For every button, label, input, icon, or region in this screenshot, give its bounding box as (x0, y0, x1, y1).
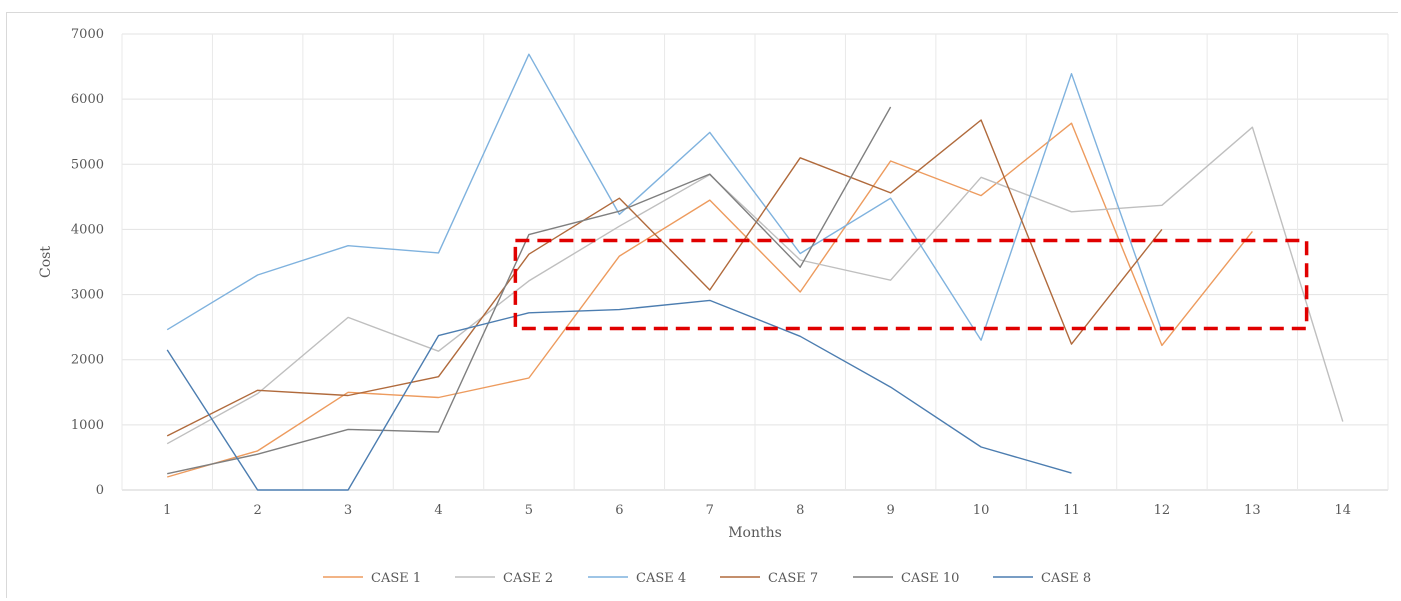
legend-item: CASE 2 (455, 571, 553, 586)
y-tick-label: 6000 (71, 92, 104, 107)
y-tick-label: 4000 (71, 222, 104, 237)
y-tick-label: 1000 (71, 418, 104, 433)
legend-item: CASE 1 (323, 571, 421, 586)
highlight-annotation (513, 238, 1309, 331)
y-tick-label: 3000 (71, 288, 104, 303)
x-tick-label: 9 (887, 503, 895, 518)
series-line-case-2 (166, 126, 1344, 445)
series-line-case-10 (167, 106, 892, 475)
legend: CASE 1 CASE 2 CASE 4 CASE 7 CASE 10 CASE 8 (323, 571, 1091, 586)
x-tick-label: 12 (1154, 503, 1171, 518)
x-tick-label: 3 (344, 503, 352, 518)
legend-label: CASE 4 (636, 571, 686, 586)
legend-label: CASE 2 (503, 571, 553, 586)
y-axis-title: Cost (38, 246, 54, 278)
series-line-case-7 (166, 119, 1163, 437)
legend-label: CASE 10 (901, 571, 959, 586)
x-tick-label: 13 (1244, 503, 1261, 518)
grid-lines (121, 33, 1389, 491)
series-line-case-8 (166, 299, 1072, 491)
y-tick-label: 0 (96, 483, 104, 498)
legend-item: CASE 4 (588, 571, 686, 586)
y-tick-label: 7000 (71, 27, 104, 42)
x-tick-label: 2 (254, 503, 262, 518)
legend-label: CASE 7 (768, 571, 818, 586)
x-tick-label: 4 (434, 503, 442, 518)
x-tick-label: 11 (1063, 503, 1080, 518)
x-tick-label: 6 (615, 503, 623, 518)
series-lines (166, 53, 1344, 491)
legend-item: CASE 10 (853, 571, 959, 586)
legend-item: CASE 8 (993, 571, 1091, 586)
x-tick-labels: 1 2 3 4 5 6 7 8 9 10 11 12 13 14 (163, 503, 1351, 518)
x-tick-label: 5 (525, 503, 533, 518)
x-tick-label: 7 (706, 503, 714, 518)
x-tick-label: 1 (163, 503, 171, 518)
y-tick-label: 2000 (71, 353, 104, 368)
y-tick-labels: 0 1000 2000 3000 4000 5000 6000 7000 (71, 27, 104, 498)
x-tick-label: 8 (796, 503, 804, 518)
series-line-case-4 (166, 53, 1163, 341)
legend-label: CASE 8 (1041, 571, 1091, 586)
chart-frame (6, 12, 1398, 598)
x-tick-label: 14 (1335, 503, 1352, 518)
y-tick-label: 5000 (71, 157, 104, 172)
dashed-highlight-box (513, 238, 1309, 331)
legend-item: CASE 7 (720, 571, 818, 586)
x-axis-title: Months (728, 525, 782, 541)
series-line-case-1 (167, 122, 1253, 478)
x-tick-label: 10 (973, 503, 990, 518)
legend-label: CASE 1 (371, 571, 421, 586)
